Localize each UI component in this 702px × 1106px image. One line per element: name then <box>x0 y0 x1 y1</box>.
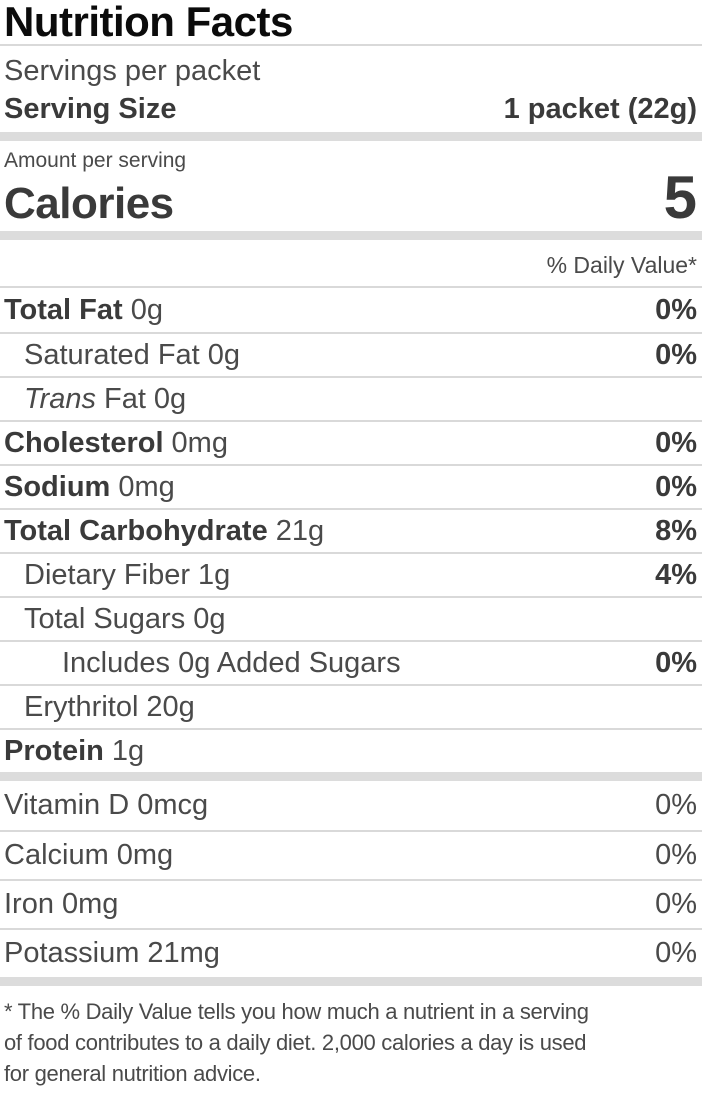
nutrient-daily-value: 0% <box>655 426 697 459</box>
section-bar-top <box>0 132 702 141</box>
vitamin-rows: Vitamin D 0mcg 0% Calcium 0mg 0% Iron 0mg 0… <box>0 781 702 977</box>
nutrient-daily-value: 8% <box>655 514 697 547</box>
nutrient-name: Protein 1g <box>4 734 145 767</box>
title-divider <box>0 44 702 46</box>
vitamin-row-calcium: Calcium 0mg 0% <box>0 830 702 879</box>
nutrient-rows: Total Fat 0g 0% Saturated Fat 0g 0% Trans F… <box>0 286 702 772</box>
nutrient-amount: 1g <box>198 558 231 591</box>
label-title: Nutrition Facts <box>4 0 293 45</box>
servings-per-packet: Servings per packet <box>4 55 261 87</box>
section-bar-footnote <box>0 977 702 986</box>
vitamin-amount: 0mg <box>116 839 174 871</box>
vitamin-name: Vitamin D 0mcg <box>4 789 209 821</box>
nutrient-amount: 0g <box>130 293 163 326</box>
vitamin-row-potassium: Potassium 21mg 0% <box>0 928 702 977</box>
vitamin-amount: 21mg <box>147 937 220 969</box>
nutrient-name: Total Fat 0g <box>4 293 163 326</box>
nutrient-row-protein: Protein 1g <box>0 728 702 772</box>
nutrient-name: Total Carbohydrate 21g <box>4 514 325 547</box>
nutrient-row-erythritol: Erythritol 20g <box>0 684 702 728</box>
nutrient-name: Erythritol 20g <box>24 690 195 723</box>
footnote-line: for general nutrition advice. <box>4 1061 261 1086</box>
nutrient-daily-value: 4% <box>655 558 697 591</box>
vitamin-daily-value: 0% <box>655 789 697 821</box>
nutrient-row-total-sugars: Total Sugars 0g <box>0 596 702 640</box>
nutrient-amount: 0g <box>193 602 226 635</box>
vitamin-amount: 0mg <box>61 888 119 920</box>
vitamin-row-iron: Iron 0mg 0% <box>0 879 702 928</box>
nutrient-row-sodium: Sodium 0mg 0% <box>0 464 702 508</box>
vitamin-daily-value: 0% <box>655 839 697 871</box>
nutrient-row-trans-fat: Trans Fat 0g <box>0 376 702 420</box>
section-bar-calories <box>0 231 702 240</box>
nutrient-name: Trans Fat 0g <box>24 382 187 415</box>
calories-value: 5 <box>663 164 697 231</box>
vitamin-amount: 0mcg <box>137 789 209 821</box>
serving-size-row: Serving Size 1 packet (22g) <box>0 92 702 126</box>
nutrient-amount: 0mg <box>171 426 228 459</box>
nutrient-amount: 1g <box>111 734 145 767</box>
nutrient-name: Includes 0g Added Sugars <box>62 646 401 679</box>
nutrient-daily-value: 0% <box>655 470 697 503</box>
nutrient-row-saturated-fat: Saturated Fat 0g 0% <box>0 332 702 376</box>
nutrient-name: Dietary Fiber 1g <box>24 558 231 591</box>
vitamin-name: Calcium 0mg <box>4 839 174 871</box>
nutrient-amount: 0g <box>153 382 187 415</box>
nutrient-amount: 0g <box>207 338 240 371</box>
vitamin-daily-value: 0% <box>655 937 697 969</box>
nutrient-row-cholesterol: Cholesterol 0mg 0% <box>0 420 702 464</box>
daily-value-header: % Daily Value* <box>546 252 697 278</box>
nutrient-daily-value: 0% <box>655 646 697 679</box>
vitamin-daily-value: 0% <box>655 888 697 920</box>
nutrient-amount: 21g <box>275 514 325 547</box>
nutrient-name: Total Sugars 0g <box>24 602 226 635</box>
nutrient-amount: 0mg <box>118 470 175 503</box>
section-bar-vitamins <box>0 772 702 781</box>
nutrient-name: Saturated Fat 0g <box>24 338 240 371</box>
vitamin-name: Iron 0mg <box>4 888 119 920</box>
nutrient-row-dietary-fiber: Dietary Fiber 1g 4% <box>0 552 702 596</box>
nutrient-daily-value: 0% <box>655 338 697 371</box>
calories-row: Calories 5 <box>0 164 702 231</box>
footnote-line: of food contributes to a daily diet. 2,0… <box>4 1030 587 1055</box>
calories-label: Calories <box>4 179 174 228</box>
nutrient-name: Sodium 0mg <box>4 470 175 503</box>
nutrient-row-total-fat: Total Fat 0g 0% <box>0 288 702 332</box>
amount-per-serving-label: Amount per serving <box>4 149 187 172</box>
nutrient-amount: 20g <box>146 690 195 723</box>
serving-size-value: 1 packet (22g) <box>503 93 697 125</box>
vitamin-row-vitamin-d: Vitamin D 0mcg 0% <box>0 781 702 830</box>
vitamin-name: Potassium 21mg <box>4 937 220 969</box>
daily-value-footnote: * The % Daily Value tells you how much a… <box>0 996 702 1089</box>
serving-size-label: Serving Size <box>4 93 177 125</box>
footnote-line: * The % Daily Value tells you how much a… <box>4 999 589 1024</box>
nutrient-row-total-carbohydrate: Total Carbohydrate 21g 8% <box>0 508 702 552</box>
nutrient-name: Cholesterol 0mg <box>4 426 228 459</box>
nutrient-row-added-sugars: Includes 0g Added Sugars 0% <box>0 640 702 684</box>
nutrient-daily-value: 0% <box>655 293 697 326</box>
